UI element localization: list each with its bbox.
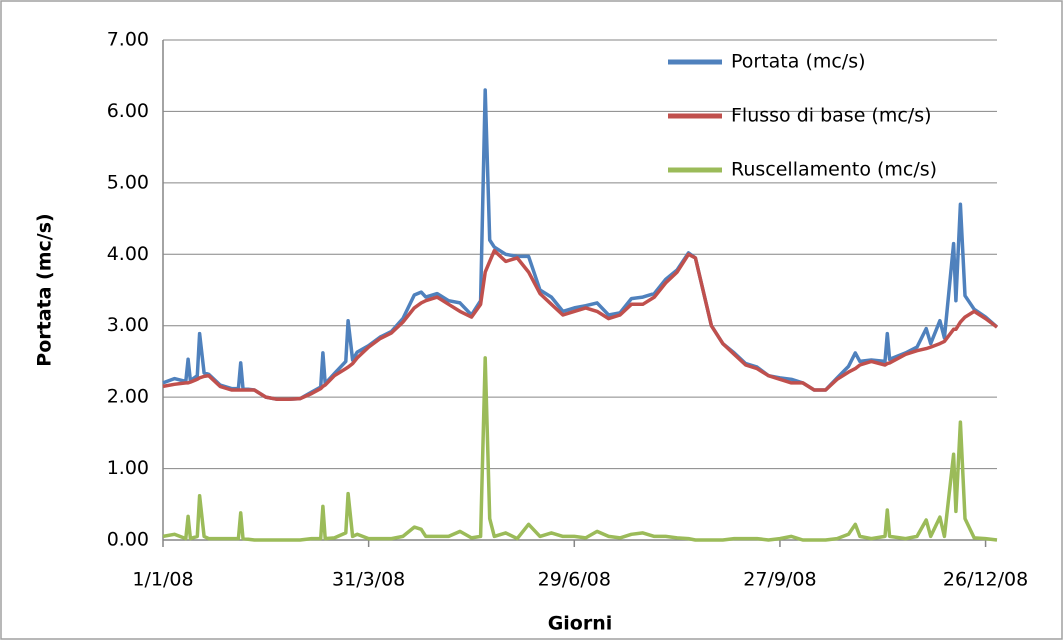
y-tick-label: 1.00 <box>107 457 149 479</box>
y-tick-label: 5.00 <box>107 171 149 193</box>
y-tick-label: 4.00 <box>107 243 149 265</box>
y-axis-title: Portata (mc/s) <box>34 213 56 366</box>
x-tick-label: 26/12/08 <box>943 569 1028 591</box>
y-tick-label: 2.00 <box>107 386 149 408</box>
series-line <box>162 356 998 542</box>
y-tick-label: 7.00 <box>107 29 149 51</box>
x-tick-label: 29/6/08 <box>538 569 611 591</box>
legend-label: Ruscellamento (mc/s) <box>731 159 937 181</box>
x-tick-label: 31/3/08 <box>332 569 405 591</box>
legend-label: Portata (mc/s) <box>731 51 866 73</box>
legend-label: Flusso di base (mc/s) <box>731 105 932 127</box>
y-tick-label: 0.00 <box>107 529 149 551</box>
series-line <box>162 248 999 402</box>
x-tick-label: 1/1/08 <box>132 569 193 591</box>
y-tick-label: 6.00 <box>107 100 149 122</box>
x-tick-label: 27/9/08 <box>743 569 816 591</box>
x-axis-title: Giorni <box>548 613 613 635</box>
y-tick-label: 3.00 <box>107 314 149 336</box>
